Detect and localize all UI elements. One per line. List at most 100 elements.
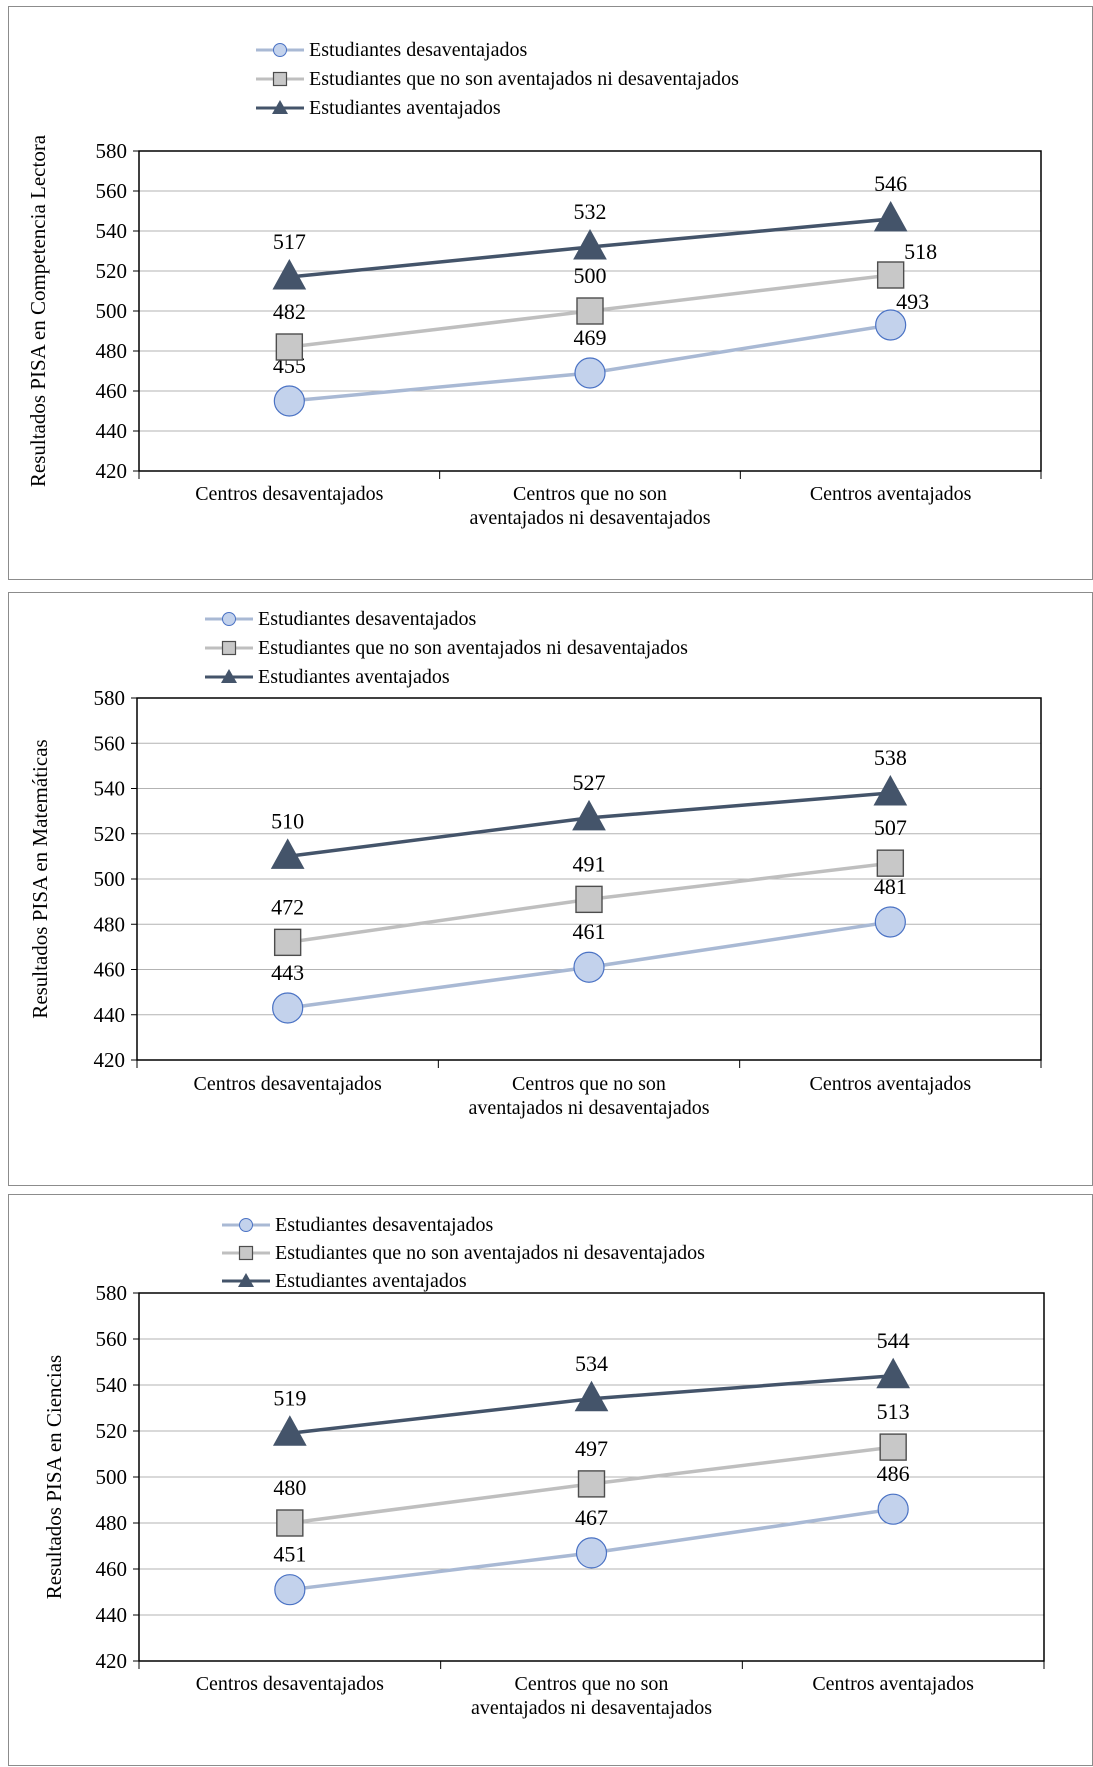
data-label: 480 xyxy=(273,1475,306,1500)
data-label: 451 xyxy=(273,1542,306,1567)
legend: Estudiantes desaventajados Estudiantes qu… xyxy=(205,608,688,688)
y-tick-label: 560 xyxy=(94,731,126,755)
x-category-label: aventajados ni desaventajados xyxy=(469,507,710,529)
legend-entry-label: Estudiantes aventajados xyxy=(258,666,450,688)
data-point-circle xyxy=(574,357,606,389)
data-point-circle xyxy=(575,1537,608,1569)
data-point-square xyxy=(879,1433,907,1461)
y-tick-label: 480 xyxy=(96,1511,128,1535)
y-tick-label: 500 xyxy=(96,299,128,323)
data-point-triangle xyxy=(574,1380,609,1412)
legend-entry-label: Estudiantes desaventajados xyxy=(275,1214,493,1236)
data-label: 443 xyxy=(271,960,304,985)
series-2: 519 534 544 xyxy=(272,1328,911,1446)
y-tick-label: 460 xyxy=(96,379,128,403)
data-point-circle xyxy=(874,906,906,938)
data-label: 497 xyxy=(575,1436,608,1461)
legend-entry-label: Estudiantes que no son aventajados ni de… xyxy=(258,637,688,659)
plot-area-border xyxy=(138,1292,1045,1662)
data-label: 544 xyxy=(877,1328,910,1353)
data-label: 517 xyxy=(273,229,306,254)
y-tick-label: 500 xyxy=(96,1465,128,1489)
legend-entry-label: Estudiantes desaventajados xyxy=(258,608,476,630)
data-point-square xyxy=(876,849,905,877)
x-category-label: Centros que no son xyxy=(513,483,667,505)
x-category-label: Centros aventajados xyxy=(810,483,972,505)
x-axis: Centros desaventajados Centros que no son… xyxy=(138,1661,1045,1719)
chart-panel-math: Estudiantes desaventajados Estudiantes qu… xyxy=(8,592,1093,1186)
data-label: 469 xyxy=(574,325,607,350)
data-label: 546 xyxy=(874,171,907,196)
y-tick-label: 440 xyxy=(96,419,128,443)
x-category-label: Centros que no son xyxy=(512,1073,666,1095)
series-1: 472 491 507 xyxy=(271,815,907,957)
legend-marker-circle-icon xyxy=(222,612,236,626)
chart-reading-svg: Estudiantes desaventajados Estudiantes qu… xyxy=(26,39,1042,529)
y-tick-label: 480 xyxy=(96,339,128,363)
data-point-triangle xyxy=(873,774,908,806)
x-category-label: Centros aventajados xyxy=(810,1073,972,1095)
data-label: 538 xyxy=(874,745,907,770)
series-0: 451 467 486 xyxy=(273,1461,910,1606)
data-point-triangle xyxy=(272,258,307,290)
data-label: 493 xyxy=(896,289,929,314)
data-label: 486 xyxy=(877,1461,910,1486)
legend-entry-label: Estudiantes aventajados xyxy=(275,1270,467,1292)
legend-entry-label: Estudiantes desaventajados xyxy=(309,39,527,61)
y-tick-label: 420 xyxy=(96,1649,128,1673)
plot-area-border xyxy=(136,697,1042,1061)
data-label: 518 xyxy=(904,239,937,264)
y-tick-label: 580 xyxy=(96,1281,128,1305)
legend-marker-triangle-icon xyxy=(238,1273,254,1287)
y-tick-label: 420 xyxy=(96,459,128,483)
data-point-triangle xyxy=(572,799,606,831)
y-tick-label: 560 xyxy=(96,1327,128,1351)
y-axis-title: Resultados PISA en Matemáticas xyxy=(28,739,52,1018)
data-point-circle xyxy=(573,951,605,983)
legend-marker-triangle-icon xyxy=(221,669,237,683)
y-tick-label: 520 xyxy=(96,1419,128,1443)
data-point-square xyxy=(575,885,603,914)
data-label: 461 xyxy=(573,919,606,944)
plot-area-border xyxy=(138,150,1042,472)
data-point-square xyxy=(275,333,304,361)
y-tick-label: 560 xyxy=(96,179,128,203)
y-axis-title: Resultados PISA en Competencia Lectora xyxy=(26,134,50,487)
y-tick-label: 580 xyxy=(94,686,126,710)
data-label: 510 xyxy=(271,808,304,833)
data-label: 482 xyxy=(273,299,306,324)
x-axis: Centros desaventajados Centros que no son… xyxy=(138,471,1042,529)
x-category-label: Centros desaventajados xyxy=(195,483,383,505)
data-label: 519 xyxy=(273,1385,306,1410)
y-tick-label: 460 xyxy=(96,1557,128,1581)
data-label: 491 xyxy=(573,851,606,876)
x-category-label: Centros que no son xyxy=(515,1673,669,1695)
series-1: 482 500 518 xyxy=(273,239,937,361)
chart-panel-science: Estudiantes desaventajados Estudiantes qu… xyxy=(8,1194,1093,1766)
y-tick-label: 520 xyxy=(94,822,126,846)
series-2: 510 527 538 xyxy=(270,745,908,869)
data-point-circle xyxy=(272,992,304,1024)
y-tick-label: 540 xyxy=(94,777,126,801)
data-label: 467 xyxy=(575,1505,608,1530)
legend-marker-circle-icon xyxy=(273,43,287,57)
data-point-circle xyxy=(875,309,907,341)
legend: Estudiantes desaventajados Estudiantes qu… xyxy=(256,39,739,119)
y-tick-label: 540 xyxy=(96,219,128,243)
data-point-square xyxy=(576,297,604,325)
x-category-label: Centros desaventajados xyxy=(196,1673,384,1695)
data-point-triangle xyxy=(270,838,305,869)
x-category-label: aventajados ni desaventajados xyxy=(468,1097,709,1119)
legend-marker-square-icon xyxy=(238,1245,254,1261)
chart-math-svg: Estudiantes desaventajados Estudiantes qu… xyxy=(28,608,1042,1119)
data-point-circle xyxy=(273,385,305,417)
data-point-circle xyxy=(877,1493,909,1525)
data-point-square xyxy=(273,928,302,957)
y-tick-label: 460 xyxy=(94,958,126,982)
data-point-square xyxy=(876,261,905,289)
series-0: 443 461 481 xyxy=(271,874,907,1024)
y-tick-label: 540 xyxy=(96,1373,128,1397)
y-axis-title: Resultados PISA en Ciencias xyxy=(42,1355,66,1599)
legend-marker-square-icon xyxy=(221,640,237,656)
